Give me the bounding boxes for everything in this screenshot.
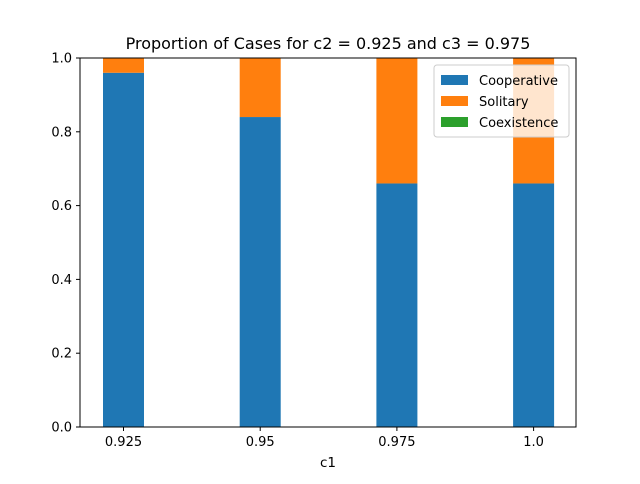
x-tick-label: 1.0 xyxy=(523,435,544,450)
bar-cooperative-1 xyxy=(239,117,281,427)
bar-solitary-2 xyxy=(376,58,418,184)
y-tick-label: 0.8 xyxy=(51,125,72,140)
y-tick-label: 0.2 xyxy=(51,347,72,362)
legend-label-cooperative: Cooperative xyxy=(479,74,558,89)
bar-solitary-1 xyxy=(239,58,281,118)
legend-swatch-cooperative xyxy=(441,75,468,85)
legend-swatch-coexistence xyxy=(441,117,468,127)
bar-cooperative-2 xyxy=(376,183,418,427)
y-tick-label: 0.0 xyxy=(51,421,72,436)
x-tick-label: 0.95 xyxy=(246,435,275,450)
x-axis-label: c1 xyxy=(320,455,336,471)
legend-label-solitary: Solitary xyxy=(479,95,529,110)
axes-frame xyxy=(79,57,577,428)
x-tick-label: 0.925 xyxy=(105,435,142,450)
bar-solitary-0 xyxy=(103,58,144,73)
bar-cooperative-3 xyxy=(513,183,555,427)
chart-title: Proportion of Cases for c2 = 0.925 and c… xyxy=(126,34,531,53)
bar-cooperative-0 xyxy=(103,72,144,427)
legend: Cooperative Solitary Coexistence xyxy=(433,64,570,138)
legend-label-coexistence: Coexistence xyxy=(479,116,558,131)
legend-swatch-solitary xyxy=(441,96,468,106)
y-tick-label: 0.6 xyxy=(51,199,72,214)
y-tick-label: 1.0 xyxy=(51,52,72,67)
y-tick-label: 0.4 xyxy=(51,273,72,288)
x-tick-label: 0.975 xyxy=(378,435,415,450)
